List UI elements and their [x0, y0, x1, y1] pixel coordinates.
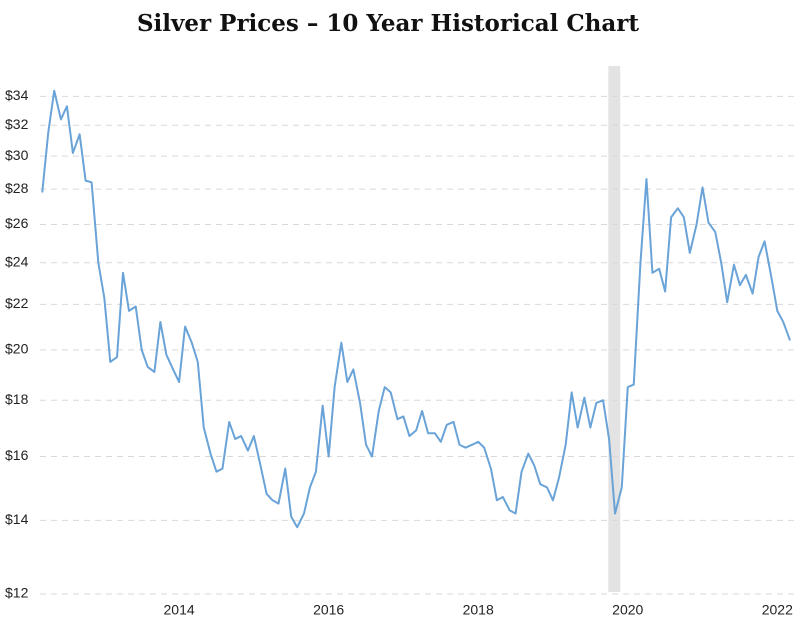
y-tick-label: $30 — [5, 147, 29, 163]
x-tick-label: 2014 — [164, 602, 195, 618]
chart-title: Silver Prices – 10 Year Historical Chart — [137, 10, 639, 37]
y-tick-label: $34 — [5, 87, 29, 103]
price-line — [41, 89, 791, 529]
y-tick-label: $24 — [5, 253, 29, 269]
x-tick-label: 2020 — [612, 602, 643, 618]
y-tick-label: $28 — [5, 180, 29, 196]
y-tick-label: $26 — [5, 215, 29, 231]
y-tick-label: $16 — [5, 447, 29, 463]
x-tick-label: 2022 — [762, 602, 793, 618]
y-tick-label: $12 — [5, 585, 29, 601]
shaded-period — [608, 66, 621, 592]
y-tick-label: $22 — [5, 295, 29, 311]
x-tick-label: 2018 — [463, 602, 494, 618]
y-tick-label: $20 — [5, 341, 29, 357]
x-tick-label: 2016 — [313, 602, 344, 618]
y-tick-label: $18 — [5, 391, 29, 407]
y-tick-label: $32 — [5, 116, 29, 132]
y-tick-label: $14 — [5, 511, 29, 527]
